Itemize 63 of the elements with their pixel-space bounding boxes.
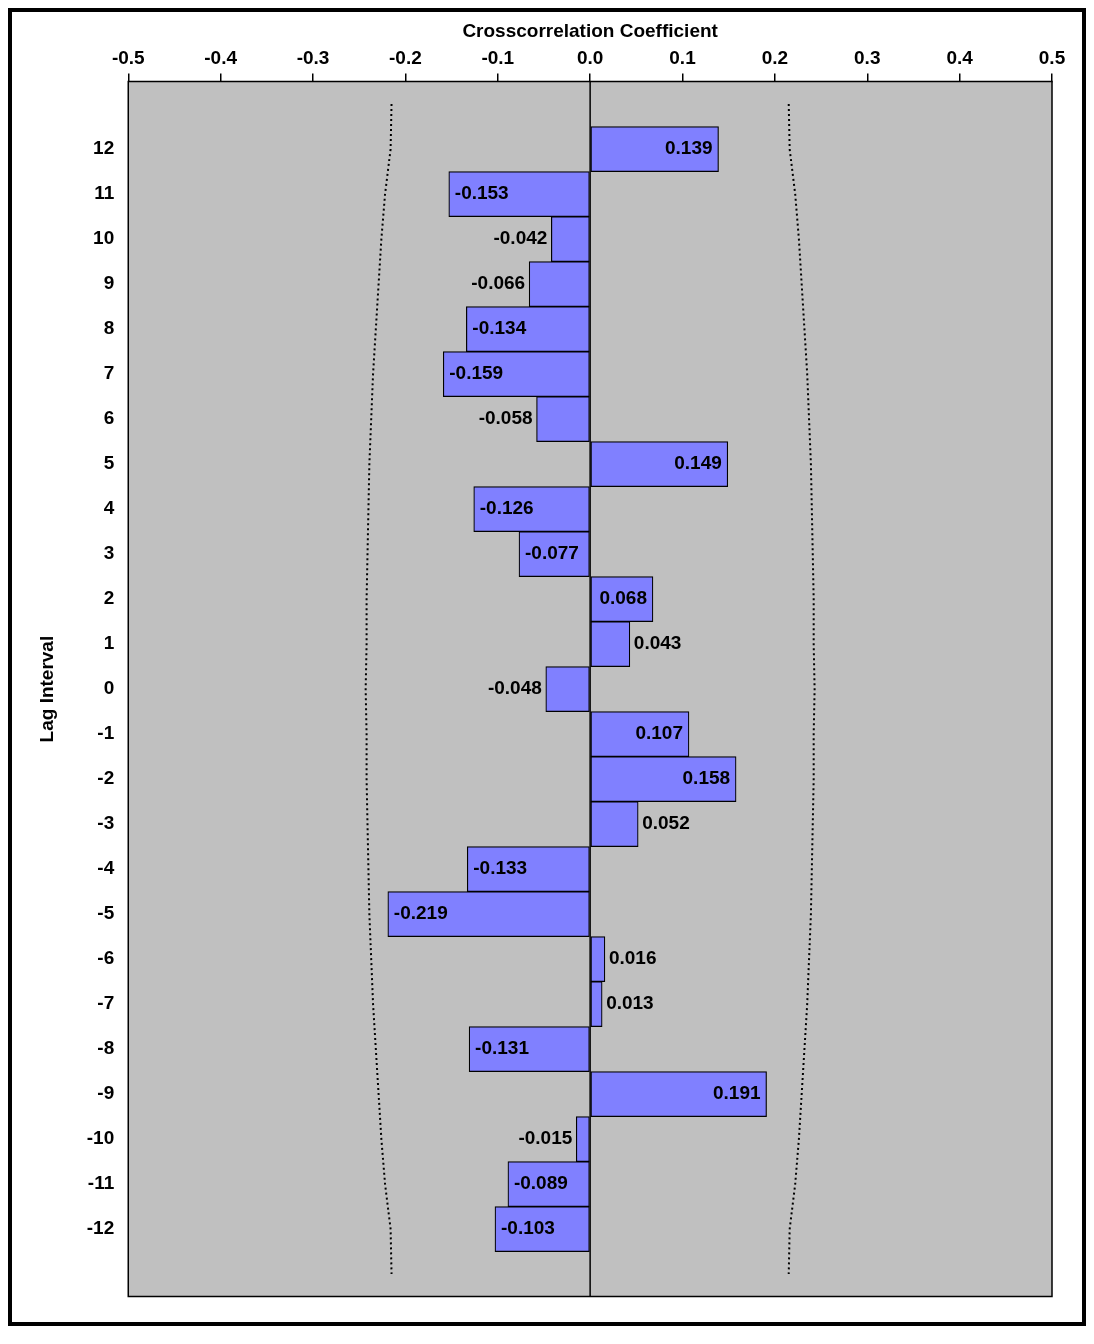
y-tick-label: -5 xyxy=(97,902,115,924)
data-label: -0.133 xyxy=(473,857,528,879)
y-tick-label: -3 xyxy=(97,812,115,834)
x-tick-label: 0.3 xyxy=(854,47,881,69)
data-label: -0.042 xyxy=(493,227,548,249)
y-tick-label: -10 xyxy=(86,1127,115,1149)
y-tick-label: 1 xyxy=(103,632,115,654)
y-axis-title: Lag Interval xyxy=(35,635,57,743)
y-tick-label: 8 xyxy=(103,317,115,339)
data-label: -0.159 xyxy=(449,362,504,384)
data-label: -0.077 xyxy=(525,542,579,564)
data-label: 0.043 xyxy=(633,632,682,654)
x-axis-title: Crosscorrelation Coefficient xyxy=(462,19,719,41)
y-tick-label: 10 xyxy=(93,227,115,249)
x-tick-label: -0.4 xyxy=(204,47,238,69)
y-tick-label: 2 xyxy=(103,587,115,609)
y-tick-label: 4 xyxy=(103,497,115,519)
y-tick-label: -6 xyxy=(97,947,115,969)
y-tick-label: -4 xyxy=(97,857,115,879)
x-tick-label: 0.0 xyxy=(576,47,604,69)
y-tick-label: 12 xyxy=(93,137,115,159)
y-tick-label: -1 xyxy=(97,722,115,744)
x-tick-label: 0.5 xyxy=(1038,47,1066,69)
y-tick-label: 3 xyxy=(103,542,115,564)
x-tick-label: -0.2 xyxy=(389,47,422,69)
data-label: -0.048 xyxy=(487,677,542,699)
data-label: -0.066 xyxy=(471,272,526,294)
data-label: -0.131 xyxy=(475,1037,530,1059)
data-label: 0.016 xyxy=(608,947,657,969)
data-label: -0.058 xyxy=(478,407,533,429)
data-label: -0.126 xyxy=(479,497,534,519)
y-tick-label: -7 xyxy=(97,992,115,1014)
y-tick-label: -2 xyxy=(97,767,115,789)
y-tick-label: 9 xyxy=(103,272,115,294)
data-label: 0.013 xyxy=(606,992,654,1014)
y-tick-label: -8 xyxy=(97,1037,115,1059)
y-tick-label: -12 xyxy=(86,1217,115,1239)
data-label: -0.153 xyxy=(454,182,509,204)
data-label: 0.191 xyxy=(713,1082,761,1104)
y-tick-label: -9 xyxy=(97,1082,115,1104)
data-label: -0.089 xyxy=(513,1172,568,1194)
y-tick-label: -11 xyxy=(87,1172,115,1194)
data-label: 0.052 xyxy=(642,812,690,834)
x-tick-label: -0.5 xyxy=(111,47,146,69)
y-tick-label: 6 xyxy=(103,407,115,429)
y-tick-label: 11 xyxy=(94,182,115,204)
data-label: -0.134 xyxy=(472,317,527,339)
y-tick-label: 0 xyxy=(103,677,115,699)
y-tick-label: 7 xyxy=(103,362,115,384)
x-tick-label: 0.2 xyxy=(761,47,789,69)
data-label: 0.139 xyxy=(664,137,713,159)
data-label: -0.015 xyxy=(518,1127,573,1149)
data-label: 0.068 xyxy=(599,587,647,609)
data-label: 0.149 xyxy=(674,452,722,474)
x-tick-label: 0.4 xyxy=(946,47,974,69)
data-label: -0.219 xyxy=(393,902,448,924)
y-tick-label: 5 xyxy=(103,452,115,474)
data-label: 0.107 xyxy=(635,722,683,744)
data-label: 0.158 xyxy=(682,767,731,789)
x-tick-label: -0.1 xyxy=(481,47,515,69)
x-tick-label: 0.1 xyxy=(669,47,697,69)
x-tick-label: -0.3 xyxy=(296,47,330,69)
data-label: -0.103 xyxy=(500,1217,555,1239)
